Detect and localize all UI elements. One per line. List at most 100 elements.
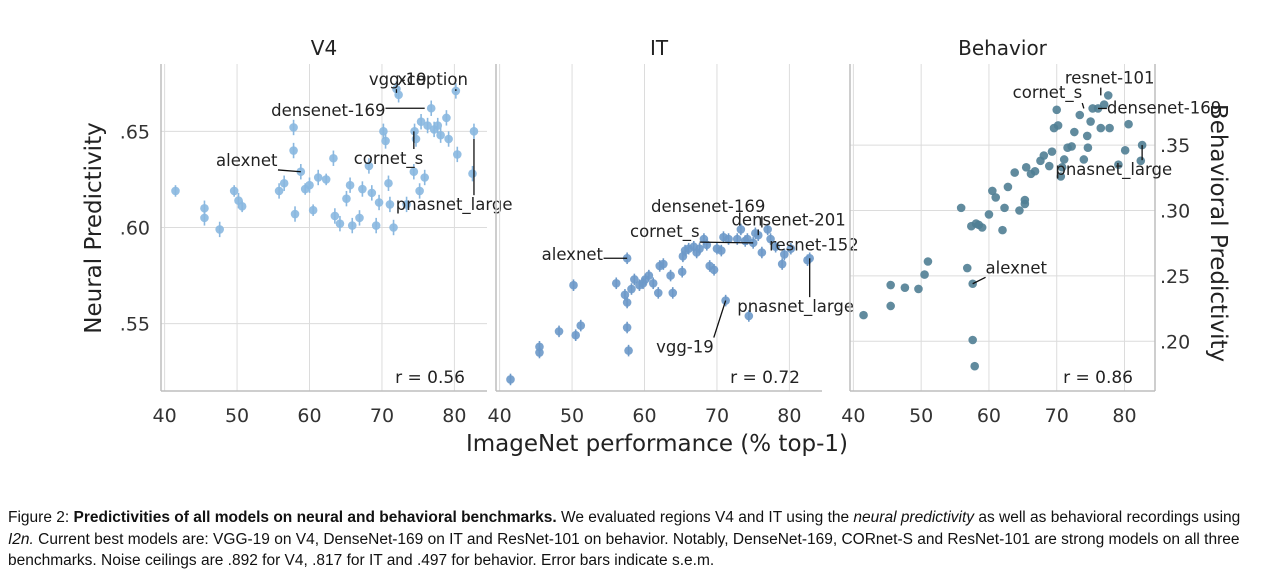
panel-title: Behavior bbox=[958, 36, 1048, 60]
data-point bbox=[1030, 166, 1040, 176]
data-point bbox=[1020, 195, 1030, 205]
data-point bbox=[968, 335, 977, 345]
data-point bbox=[444, 134, 453, 144]
data-point bbox=[859, 310, 868, 320]
panel-title: V4 bbox=[311, 36, 337, 60]
data-point bbox=[385, 200, 395, 209]
x-tick-label: 60 bbox=[297, 405, 321, 427]
point-label: alexnet bbox=[216, 151, 278, 170]
label-leader-line bbox=[1081, 102, 1085, 109]
y-tick-label: .55 bbox=[120, 314, 150, 336]
data-point bbox=[666, 271, 675, 280]
data-point bbox=[1010, 168, 1019, 177]
figure-caption: Figure 2: Predictivities of all models o… bbox=[8, 507, 1270, 572]
caption-text-2: as well as behavioral recordings using bbox=[974, 509, 1241, 526]
data-point bbox=[886, 280, 895, 290]
data-point bbox=[442, 113, 451, 123]
data-point bbox=[355, 213, 364, 223]
data-point bbox=[329, 153, 338, 163]
data-point bbox=[757, 248, 767, 257]
data-point bbox=[436, 130, 445, 140]
x-tick-label: 70 bbox=[370, 405, 394, 427]
data-point bbox=[622, 298, 632, 307]
data-point bbox=[991, 193, 1001, 202]
data-point bbox=[1003, 182, 1013, 192]
data-point bbox=[988, 186, 997, 196]
data-point bbox=[305, 180, 314, 190]
x-axis-label: ImageNet performance (% top-1) bbox=[466, 431, 848, 457]
left-y-axis-label: Neural Predictivity bbox=[81, 122, 107, 333]
data-point bbox=[1021, 163, 1031, 172]
data-point bbox=[576, 321, 586, 330]
data-point bbox=[611, 278, 621, 288]
data-point bbox=[367, 188, 377, 198]
data-point bbox=[347, 221, 357, 230]
data-point bbox=[968, 279, 977, 289]
caption-prefix: Figure 2: bbox=[8, 509, 74, 526]
data-point bbox=[724, 234, 733, 244]
data-point bbox=[402, 200, 411, 209]
data-point bbox=[384, 178, 393, 188]
data-point bbox=[1056, 172, 1066, 181]
correlation-annotation: r = 0.56 bbox=[395, 368, 465, 388]
data-point bbox=[923, 257, 933, 266]
data-point bbox=[420, 173, 429, 182]
point-label: resnet-152 bbox=[769, 236, 859, 255]
data-point bbox=[452, 150, 462, 159]
data-point bbox=[409, 167, 419, 177]
data-point bbox=[677, 267, 687, 277]
data-point bbox=[709, 265, 719, 275]
y-tick-label: .65 bbox=[120, 121, 150, 143]
data-point bbox=[786, 244, 796, 253]
data-point bbox=[345, 180, 355, 190]
data-point bbox=[1059, 155, 1069, 164]
data-point bbox=[763, 225, 772, 234]
data-point bbox=[535, 348, 544, 357]
data-point bbox=[200, 213, 209, 223]
data-point bbox=[620, 290, 630, 300]
data-point bbox=[1086, 117, 1095, 126]
data-point bbox=[624, 346, 633, 355]
data-point bbox=[630, 275, 639, 284]
x-tick-label: 60 bbox=[632, 405, 656, 427]
data-point bbox=[1124, 119, 1133, 129]
x-tick-label: 50 bbox=[225, 405, 249, 427]
data-point bbox=[695, 244, 704, 253]
caption-text-1: We evaluated regions V4 and IT using the bbox=[556, 509, 854, 526]
x-tick-label: 70 bbox=[705, 405, 729, 427]
data-point bbox=[289, 146, 298, 155]
data-point bbox=[423, 121, 432, 130]
data-point bbox=[1096, 123, 1106, 133]
data-point bbox=[984, 210, 994, 219]
data-point bbox=[1082, 131, 1092, 141]
data-point bbox=[171, 186, 180, 196]
caption-bold: Predictivities of all models on neural a… bbox=[73, 509, 557, 526]
x-tick-label: 60 bbox=[977, 405, 1001, 427]
x-tick-label: 80 bbox=[777, 405, 801, 427]
data-point bbox=[998, 225, 1007, 235]
point-label: densenet-169 bbox=[651, 197, 765, 216]
data-point bbox=[736, 225, 746, 234]
y-tick-label: .20 bbox=[1160, 331, 1190, 353]
data-point bbox=[274, 186, 284, 196]
data-point bbox=[668, 288, 678, 298]
data-point bbox=[394, 90, 403, 100]
data-point bbox=[1103, 91, 1113, 100]
data-point bbox=[1000, 203, 1009, 213]
panel-title: IT bbox=[650, 36, 669, 60]
data-point bbox=[1039, 151, 1049, 160]
data-point bbox=[970, 361, 980, 371]
y-tick-label: .30 bbox=[1160, 200, 1190, 222]
data-point bbox=[279, 178, 289, 188]
label-leader-line bbox=[699, 241, 754, 244]
data-point bbox=[342, 194, 351, 203]
data-point bbox=[1075, 110, 1085, 120]
data-point bbox=[771, 242, 780, 252]
data-point bbox=[290, 209, 300, 219]
data-point bbox=[780, 250, 789, 259]
data-point bbox=[296, 167, 306, 177]
data-point bbox=[569, 280, 578, 290]
point-label: alexnet bbox=[986, 258, 1048, 277]
